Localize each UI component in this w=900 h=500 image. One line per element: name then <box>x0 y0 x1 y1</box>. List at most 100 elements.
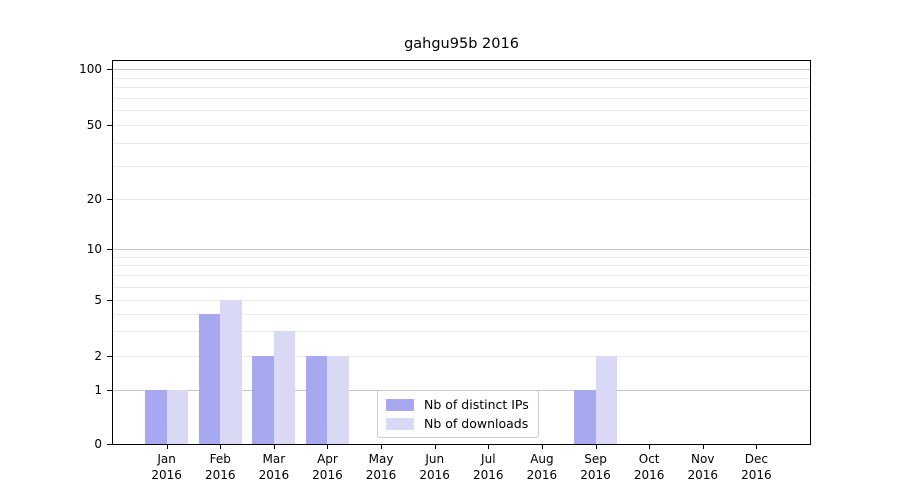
gridline-minor-7 <box>113 275 810 277</box>
x-tick-aug <box>541 444 543 449</box>
x-label-year: 2016 <box>365 468 397 482</box>
y-tick-label-5: 5 <box>94 293 102 307</box>
y-tick-50 <box>107 125 112 126</box>
x-tick-label-jan: Jan 2016 <box>139 451 195 483</box>
x-label-month: Nov <box>691 452 715 466</box>
gridline-minor-90 <box>113 77 810 79</box>
x-tick-mar <box>273 444 275 449</box>
x-tick-dec <box>756 444 758 449</box>
x-tick-label-dec: Dec 2016 <box>728 451 784 483</box>
x-tick-label-apr: Apr 2016 <box>299 451 355 483</box>
x-tick-label-sep: Sep 2016 <box>568 451 624 483</box>
gridline-minor-30 <box>113 166 810 168</box>
bar-downloads-apr <box>327 356 349 444</box>
x-label-month: Dec <box>744 452 768 466</box>
gridline-minor-50 <box>113 125 810 126</box>
x-label-year: 2016 <box>258 468 290 482</box>
x-label-year: 2016 <box>687 468 719 482</box>
x-label-month: Jun <box>425 452 445 466</box>
y-tick-5 <box>107 300 112 301</box>
y-tick-label-20: 20 <box>86 192 102 206</box>
gridline-minor-8 <box>113 265 810 267</box>
gridline-minor-70 <box>113 97 810 99</box>
chart-title: gahgu95b 2016 <box>404 36 519 52</box>
x-label-year: 2016 <box>151 468 182 482</box>
x-tick-jul <box>488 444 490 449</box>
bar-downloads-feb <box>220 300 242 444</box>
x-label-month: May <box>368 452 394 466</box>
y-tick-label-50: 50 <box>86 118 102 132</box>
y-tick-label-1: 1 <box>94 383 102 397</box>
bar-downloads-jan <box>166 390 189 444</box>
legend-label-downloads: Nb of downloads <box>424 416 529 431</box>
bar-downloads-sep <box>595 356 618 444</box>
legend-swatch-distinct-ips <box>386 398 414 411</box>
x-tick-feb <box>220 444 222 449</box>
y-tick-1 <box>107 390 112 391</box>
x-tick-nov <box>702 444 704 449</box>
legend-swatch-downloads <box>386 417 414 430</box>
x-tick-jan <box>166 444 168 449</box>
x-label-year: 2016 <box>633 468 665 482</box>
x-label-year: 2016 <box>312 468 343 482</box>
gridline-minor-60 <box>113 110 810 112</box>
x-label-month: Jan <box>157 452 176 466</box>
x-label-month: Jul <box>481 452 496 466</box>
y-tick-label-10: 10 <box>86 242 102 256</box>
x-tick-label-may: May 2016 <box>353 451 409 483</box>
y-tick-10 <box>107 249 112 250</box>
bar-ips-mar <box>252 356 274 444</box>
x-tick-label-nov: Nov 2016 <box>675 451 731 483</box>
gridline-minor-6 <box>113 286 810 288</box>
x-tick-label-feb: Feb 2016 <box>192 451 248 483</box>
x-tick-may <box>381 444 383 449</box>
gridline-minor-20 <box>113 199 810 200</box>
y-tick-label-0: 0 <box>94 437 102 451</box>
gridline-minor-4 <box>113 313 810 315</box>
x-tick-label-jul: Jul 2016 <box>460 451 516 483</box>
bar-ips-jan <box>145 390 167 444</box>
x-label-year: 2016 <box>580 468 611 482</box>
x-label-year: 2016 <box>526 468 558 482</box>
gridline-major-10 <box>113 249 810 250</box>
legend-item-distinct-ips: Nb of distinct IPs <box>386 397 529 412</box>
gridline-minor-5 <box>113 300 810 301</box>
y-tick-100 <box>107 69 112 70</box>
x-tick-label-jun: Jun 2016 <box>407 451 463 483</box>
legend: Nb of distinct IPs Nb of downloads <box>377 390 539 438</box>
y-tick-label-2: 2 <box>94 349 102 363</box>
x-label-month: Feb <box>209 452 231 466</box>
x-label-year: 2016 <box>204 468 236 482</box>
x-tick-label-mar: Mar 2016 <box>246 451 302 483</box>
x-tick-apr <box>327 444 329 449</box>
gridline-minor-40 <box>113 143 810 145</box>
gridline-minor-2 <box>113 356 810 357</box>
y-tick-20 <box>107 199 112 200</box>
bar-ips-sep <box>574 390 596 444</box>
x-label-month: Sep <box>584 452 607 466</box>
x-tick-jun <box>434 444 436 449</box>
x-label-month: Aug <box>530 452 554 466</box>
plot-area: Nb of distinct IPs Nb of downloads <box>112 60 811 445</box>
gridline-minor-9 <box>113 256 810 258</box>
legend-item-downloads: Nb of downloads <box>386 416 529 431</box>
x-label-year: 2016 <box>741 468 772 482</box>
x-label-year: 2016 <box>473 468 504 482</box>
bar-ips-feb <box>198 313 221 444</box>
x-label-month: Oct <box>638 452 660 466</box>
x-tick-label-oct: Oct 2016 <box>621 451 677 483</box>
bar-ips-apr <box>305 356 328 444</box>
x-tick-sep <box>595 444 597 449</box>
x-label-month: Apr <box>317 452 338 466</box>
x-label-month: Mar <box>262 452 286 466</box>
gridline-minor-80 <box>113 87 810 89</box>
legend-label-distinct-ips: Nb of distinct IPs <box>424 397 529 412</box>
x-tick-oct <box>649 444 651 449</box>
y-tick-0 <box>107 444 112 445</box>
x-tick-label-aug: Aug 2016 <box>514 451 570 483</box>
y-tick-2 <box>107 356 112 357</box>
gridline-minor-3 <box>113 331 810 333</box>
bar-downloads-mar <box>273 331 296 444</box>
gridline-major-100 <box>113 69 810 70</box>
